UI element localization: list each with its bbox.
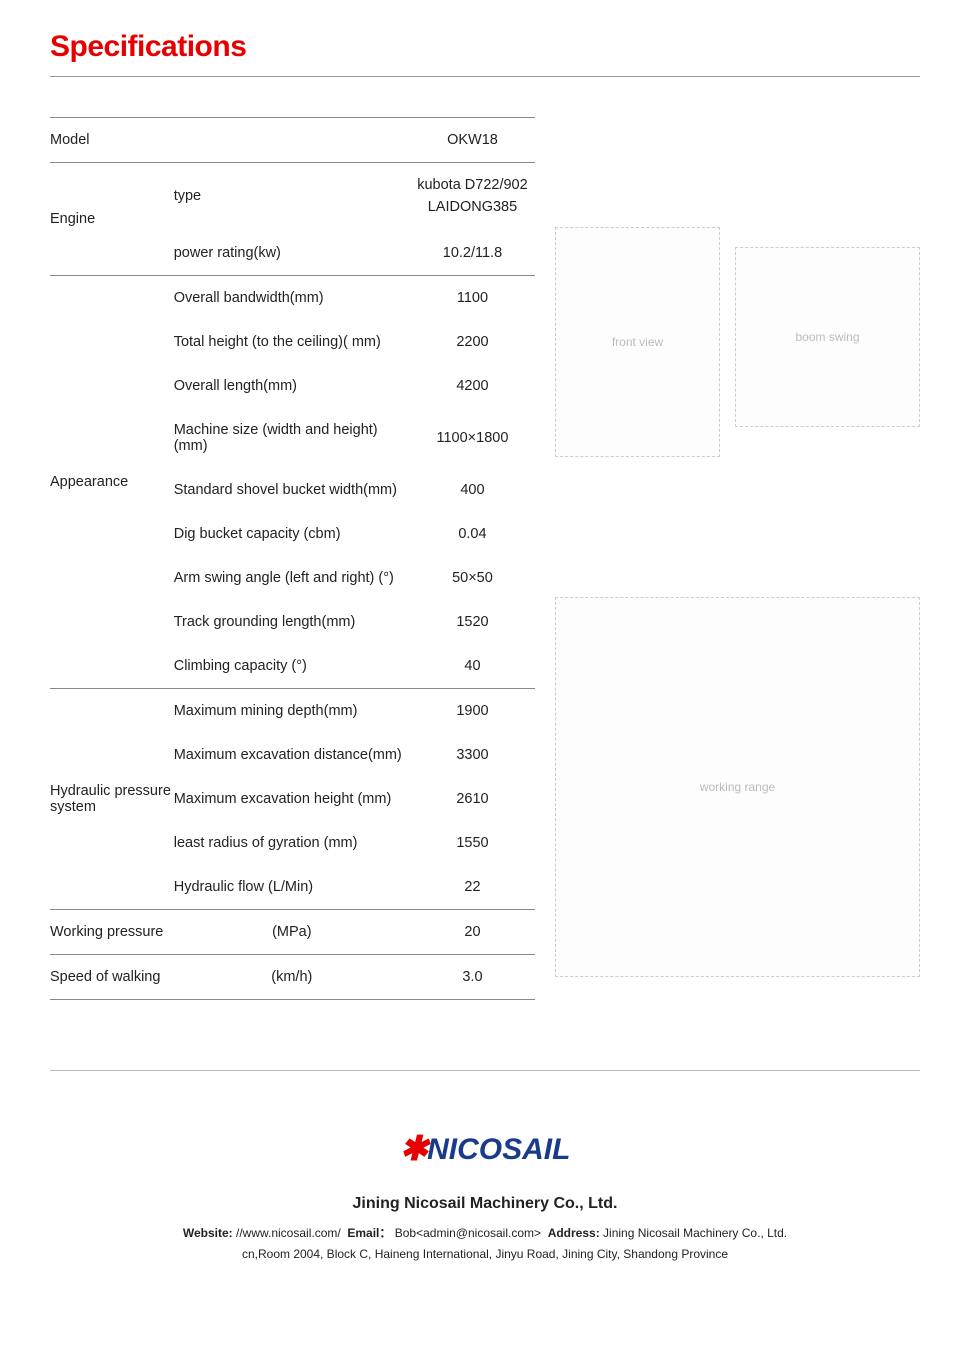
table-cell: 1100 [410, 276, 535, 320]
table-cell [174, 126, 410, 154]
table-cell: 1100×1800 [410, 416, 535, 460]
table-cell: Dig bucket capacity (cbm) [174, 512, 410, 556]
footer-contact-line: Website: //www.nicosail.com/ Email： Bob<… [50, 1223, 920, 1243]
table-cell: Climbing capacity (°) [174, 644, 410, 688]
table-cell: 1550 [410, 821, 535, 865]
table-cell: 10.2/11.8 [410, 231, 535, 275]
table-row: Hydraulic pressure systemMaximum mining … [50, 688, 535, 733]
table-cell: Speed of walking [50, 955, 174, 999]
company-name: Jining Nicosail Machinery Co., Ltd. [50, 1190, 920, 1217]
table-cell: 22 [410, 865, 535, 909]
table-cell: Working pressure [50, 910, 174, 954]
table-cell: Machine size (width and height)(mm) [174, 408, 410, 468]
table-cell: 0.04 [410, 512, 535, 556]
specifications-table: ModelOKW18Enginetypekubota D722/902LAIDO… [50, 117, 535, 1000]
table-cell: Hydraulic flow (L/Min) [174, 865, 410, 909]
table-cell: 4200 [410, 364, 535, 408]
table-cell: kubota D722/902LAIDONG385 [410, 163, 535, 231]
diagram-range-view: working range [555, 597, 920, 977]
table-cell: 20 [410, 910, 535, 954]
table-cell: Track grounding length(mm) [174, 600, 410, 644]
footer-address-line: cn,Room 2004, Block C, Haineng Internati… [50, 1244, 920, 1264]
table-row: Working pressure(MPa)20 [50, 909, 535, 954]
table-cell: OKW18 [410, 118, 535, 162]
table-cell: power rating(kw) [174, 231, 410, 275]
table-row: Enginetypekubota D722/902LAIDONG385 [50, 163, 535, 231]
table-cell: 3300 [410, 733, 535, 777]
table-cell: 3.0 [410, 955, 535, 999]
title-underline [50, 76, 920, 77]
logo: ✱ NICOSAIL [50, 1121, 920, 1179]
table-cell: 2610 [410, 777, 535, 821]
diagram-front-view: front view [555, 227, 720, 457]
table-cell: Engine [50, 197, 174, 241]
page-title: Specifications [50, 30, 920, 64]
table-cell: type [174, 174, 410, 220]
content-row: ModelOKW18Enginetypekubota D722/902LAIDO… [50, 117, 920, 1000]
table-cell: Model [50, 118, 174, 162]
footer-separator [50, 1070, 920, 1071]
table-cell: 40 [410, 644, 535, 688]
logo-text: NICOSAIL [427, 1124, 570, 1175]
diagrams-panel: front view boom swing working range [555, 117, 920, 1000]
footer: ✱ NICOSAIL Jining Nicosail Machinery Co.… [50, 1121, 920, 1265]
table-cell: 1520 [410, 600, 535, 644]
logo-icon: ✱ [400, 1121, 429, 1179]
table-cell: (km/h) [174, 955, 410, 999]
table-cell: Maximum excavation height (mm) [174, 777, 410, 821]
table-cell: Arm swing angle (left and right) (°) [174, 556, 410, 600]
table-cell: 2200 [410, 320, 535, 364]
table-cell: Maximum mining depth(mm) [174, 689, 410, 733]
diagram-swing-view: boom swing [735, 247, 920, 427]
table-cell: 1900 [410, 689, 535, 733]
table-cell: Overall bandwidth(mm) [174, 276, 410, 320]
table-row: AppearanceOverall bandwidth(mm)1100 [50, 275, 535, 320]
table-cell: (MPa) [174, 910, 410, 954]
table-cell: Total height (to the ceiling)( mm) [174, 320, 410, 364]
table-row: Speed of walking(km/h)3.0 [50, 954, 535, 999]
table-cell: least radius of gyration (mm) [174, 821, 410, 865]
table-cell: Standard shovel bucket width(mm) [174, 468, 410, 512]
table-cell: Maximum excavation distance(mm) [174, 733, 410, 777]
table-cell: 50×50 [410, 556, 535, 600]
table-cell: Appearance [50, 460, 174, 504]
table-row: Model OKW18 [50, 118, 535, 163]
table-cell: Overall length(mm) [174, 364, 410, 408]
table-cell: Hydraulic pressure system [50, 769, 174, 829]
table-cell: 400 [410, 468, 535, 512]
